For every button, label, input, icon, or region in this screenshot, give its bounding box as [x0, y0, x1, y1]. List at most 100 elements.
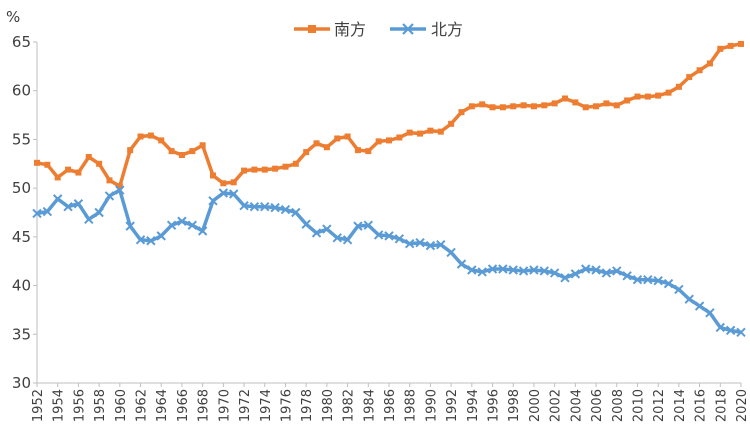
data-point — [303, 149, 310, 156]
legend-square-marker — [308, 25, 316, 33]
data-point — [147, 132, 154, 139]
y-tick-label: 65 — [12, 33, 31, 51]
data-point — [44, 161, 51, 168]
data-point — [96, 160, 103, 167]
data-point — [456, 259, 467, 269]
data-point — [404, 238, 415, 249]
data-point — [239, 200, 249, 211]
data-point — [52, 194, 63, 204]
data-point — [75, 169, 82, 176]
data-point — [570, 269, 581, 279]
data-point — [591, 265, 601, 275]
series-south — [34, 40, 744, 190]
data-point — [228, 189, 239, 199]
data-point — [220, 180, 227, 187]
y-tick-label: 45 — [12, 228, 31, 246]
data-point — [54, 174, 61, 181]
y-tick-label: 40 — [12, 277, 31, 295]
x-tick-label: 2018 — [714, 389, 729, 422]
data-point — [612, 266, 622, 276]
data-point — [458, 109, 465, 116]
data-point — [396, 134, 403, 141]
data-point — [166, 220, 177, 230]
x-tick-label: 2014 — [673, 389, 688, 422]
x-tick-label: 2000 — [528, 389, 543, 422]
legend-item: 南方 — [294, 20, 366, 39]
legend-label: 北方 — [431, 20, 463, 39]
x-tick-label: 1990 — [424, 389, 439, 422]
data-point — [675, 83, 682, 90]
data-point — [85, 153, 92, 160]
data-point — [177, 216, 187, 226]
data-point — [634, 93, 641, 100]
data-point — [489, 104, 496, 111]
x-tick-label: 1968 — [197, 389, 212, 422]
data-point — [498, 264, 508, 274]
data-point — [375, 138, 382, 145]
x-tick-label: 2012 — [652, 389, 667, 422]
data-point — [717, 45, 724, 52]
data-point — [549, 268, 560, 278]
data-point — [530, 103, 537, 110]
series-north — [32, 185, 746, 338]
data-point — [582, 104, 589, 111]
data-point — [487, 264, 498, 274]
data-point — [417, 130, 424, 137]
data-point — [353, 221, 363, 231]
data-point — [415, 237, 425, 248]
data-point — [643, 275, 653, 285]
data-point — [282, 163, 289, 170]
data-point — [178, 152, 185, 159]
data-point — [386, 137, 392, 144]
data-point — [529, 265, 539, 275]
data-point — [655, 92, 662, 99]
data-point — [665, 89, 672, 96]
y-tick-label: 30 — [12, 374, 31, 392]
data-point — [425, 240, 436, 251]
data-point — [230, 179, 237, 186]
series-line — [36, 42, 742, 188]
x-tick-label: 2016 — [694, 389, 709, 422]
data-point — [137, 133, 144, 140]
data-point — [622, 271, 632, 281]
data-point — [394, 234, 405, 244]
x-tick-label: 1964 — [155, 389, 170, 422]
data-point — [467, 265, 477, 275]
data-point — [663, 278, 674, 289]
data-point — [208, 196, 218, 206]
x-tick-label: 2002 — [549, 389, 564, 422]
data-point — [437, 128, 444, 135]
x-tick-label: 1980 — [321, 389, 336, 422]
data-point — [260, 201, 270, 212]
x-tick-label: 2008 — [611, 389, 626, 422]
data-point — [674, 284, 684, 295]
axes — [36, 42, 741, 384]
data-point — [63, 201, 73, 212]
data-point — [715, 322, 726, 333]
data-point — [94, 207, 104, 218]
data-point — [580, 264, 591, 274]
x-tick-label: 1954 — [52, 389, 67, 422]
data-point — [736, 327, 746, 338]
data-point — [684, 294, 694, 304]
x-tick-label: 1970 — [217, 389, 232, 422]
data-point — [562, 95, 568, 102]
data-point — [354, 147, 361, 154]
data-point — [448, 120, 455, 127]
y-tick-label: 60 — [12, 82, 31, 100]
data-point — [365, 148, 372, 155]
data-point — [508, 265, 518, 275]
data-point — [313, 140, 320, 147]
data-point — [272, 165, 279, 172]
x-tick-label: 1988 — [404, 389, 419, 422]
data-point — [727, 42, 734, 49]
data-point — [624, 97, 631, 104]
data-point — [135, 235, 146, 245]
data-point — [738, 40, 744, 47]
data-point — [127, 147, 134, 154]
data-point — [32, 208, 42, 219]
x-tick-label: 2006 — [590, 389, 605, 422]
data-point — [334, 135, 341, 142]
